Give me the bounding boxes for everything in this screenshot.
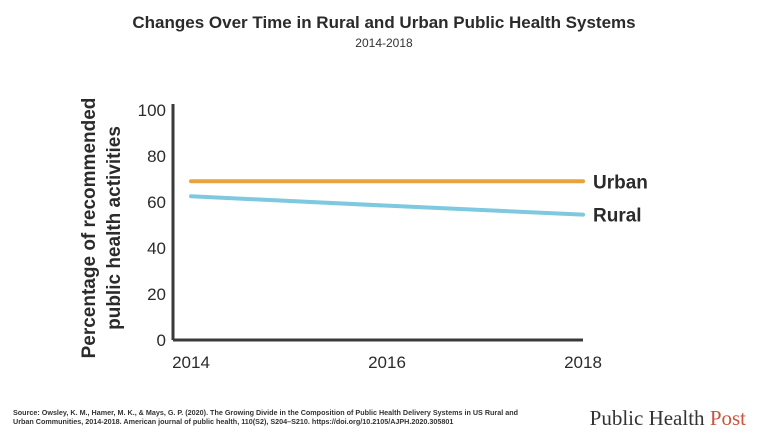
chart-subtitle: 2014-2018 (355, 36, 413, 50)
chart-title: Changes Over Time in Rural and Urban Pub… (132, 13, 636, 32)
x-tick-label: 2016 (368, 353, 406, 372)
publisher-logo: Public Health Post (590, 406, 746, 431)
y-tick-label: 40 (147, 239, 166, 258)
line-chart: Percentage of recommended public health … (79, 98, 648, 372)
y-axis-label-line1: Percentage of recommended (79, 98, 100, 359)
y-tick-label: 80 (147, 147, 166, 166)
source-citation: Source: Owsley, K. M., Hamer, M. K., & M… (13, 408, 518, 426)
x-tick-label: 2018 (564, 353, 602, 372)
x-tick-label: 2014 (172, 353, 210, 372)
y-tick-label: 100 (138, 101, 166, 120)
y-tick-label: 0 (157, 331, 166, 350)
logo-text: Public Health (589, 406, 710, 430)
logo-accent-text: Post (709, 406, 746, 430)
series-label-urban: Urban (593, 172, 648, 193)
y-tick-label: 20 (147, 285, 166, 304)
y-tick-label: 60 (147, 193, 166, 212)
series-line-rural (189, 194, 585, 217)
y-axis-label-line2: public health activities (104, 126, 125, 330)
series-label-rural: Rural (593, 206, 642, 227)
